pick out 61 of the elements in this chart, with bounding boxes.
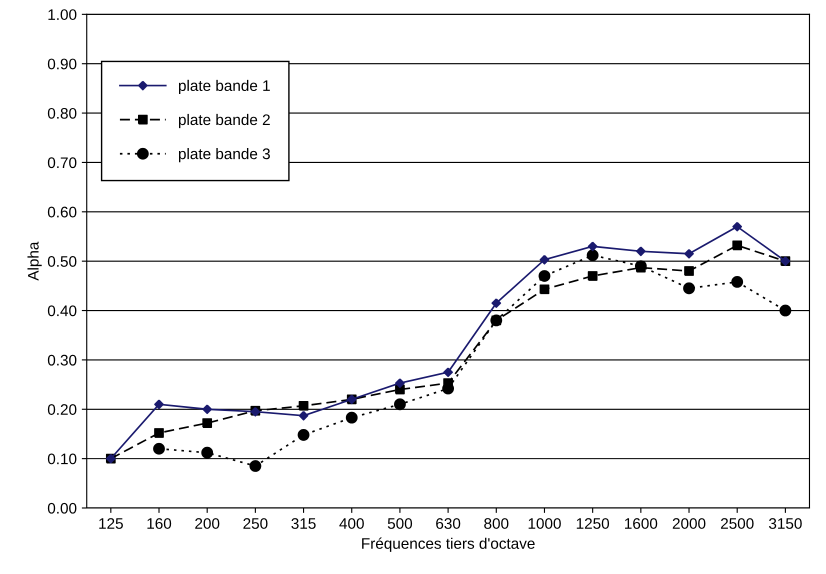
point bbox=[394, 398, 406, 410]
point bbox=[298, 410, 308, 421]
point bbox=[154, 428, 164, 438]
y-tick-label: 0.90 bbox=[48, 58, 76, 70]
point bbox=[732, 222, 742, 232]
point bbox=[346, 412, 358, 424]
point bbox=[731, 276, 744, 288]
point bbox=[202, 404, 212, 414]
y-tick-label: 0.40 bbox=[48, 305, 76, 316]
x-tick-label: 2500 bbox=[720, 518, 754, 529]
y-tick-label: 0.80 bbox=[48, 108, 76, 119]
point bbox=[153, 442, 165, 455]
y-tick-label: 0.60 bbox=[48, 206, 76, 218]
x-tick-label: 1250 bbox=[576, 518, 610, 529]
y-tick-label: 0.00 bbox=[48, 502, 76, 514]
x-tick-label: 500 bbox=[388, 518, 412, 529]
point bbox=[395, 378, 405, 388]
x-tick-label: 630 bbox=[436, 518, 460, 529]
x-tick-label: 200 bbox=[195, 518, 220, 529]
point bbox=[249, 460, 262, 472]
legend-label: plate bande 2 bbox=[178, 114, 270, 128]
point bbox=[154, 399, 164, 410]
point bbox=[586, 249, 599, 262]
x-tick-label: 315 bbox=[291, 518, 316, 529]
point bbox=[684, 266, 694, 276]
x-tick-label: 1000 bbox=[528, 518, 561, 529]
point bbox=[588, 271, 598, 281]
y-tick-label: 0.70 bbox=[48, 157, 76, 168]
y-axis-title: Alpha bbox=[27, 242, 42, 281]
y-tick-label: 1.00 bbox=[48, 9, 76, 20]
point bbox=[540, 284, 550, 294]
x-tick-label: 125 bbox=[99, 518, 123, 529]
point bbox=[732, 240, 742, 250]
legend-label: plate bande 1 bbox=[178, 80, 270, 94]
point bbox=[636, 246, 646, 256]
x-tick-label: 250 bbox=[243, 518, 268, 529]
y-tick-label: 0.30 bbox=[48, 354, 76, 366]
point bbox=[298, 429, 310, 441]
point bbox=[298, 400, 308, 411]
y-tick-label: 0.10 bbox=[48, 453, 76, 464]
x-tick-label: 2000 bbox=[672, 518, 706, 529]
point bbox=[201, 446, 214, 459]
x-tick-label: 800 bbox=[484, 518, 508, 529]
point bbox=[683, 282, 695, 294]
point bbox=[202, 418, 212, 428]
y-tick-label: 0.50 bbox=[48, 256, 76, 267]
y-tick-label: 0.20 bbox=[48, 404, 76, 415]
point bbox=[779, 304, 792, 316]
x-axis-title: Fréquences tiers d'octave bbox=[362, 538, 535, 552]
x-tick-label: 3150 bbox=[768, 518, 802, 529]
x-tick-label: 400 bbox=[339, 518, 364, 529]
point bbox=[491, 298, 502, 308]
point bbox=[636, 262, 646, 272]
point bbox=[538, 270, 550, 282]
x-tick-label: 1600 bbox=[625, 518, 658, 529]
x-tick-label: 160 bbox=[147, 518, 172, 529]
point bbox=[684, 248, 694, 259]
point bbox=[540, 254, 550, 265]
legend-label: plate bande 3 bbox=[178, 148, 270, 162]
point bbox=[443, 367, 453, 378]
point bbox=[588, 242, 598, 252]
